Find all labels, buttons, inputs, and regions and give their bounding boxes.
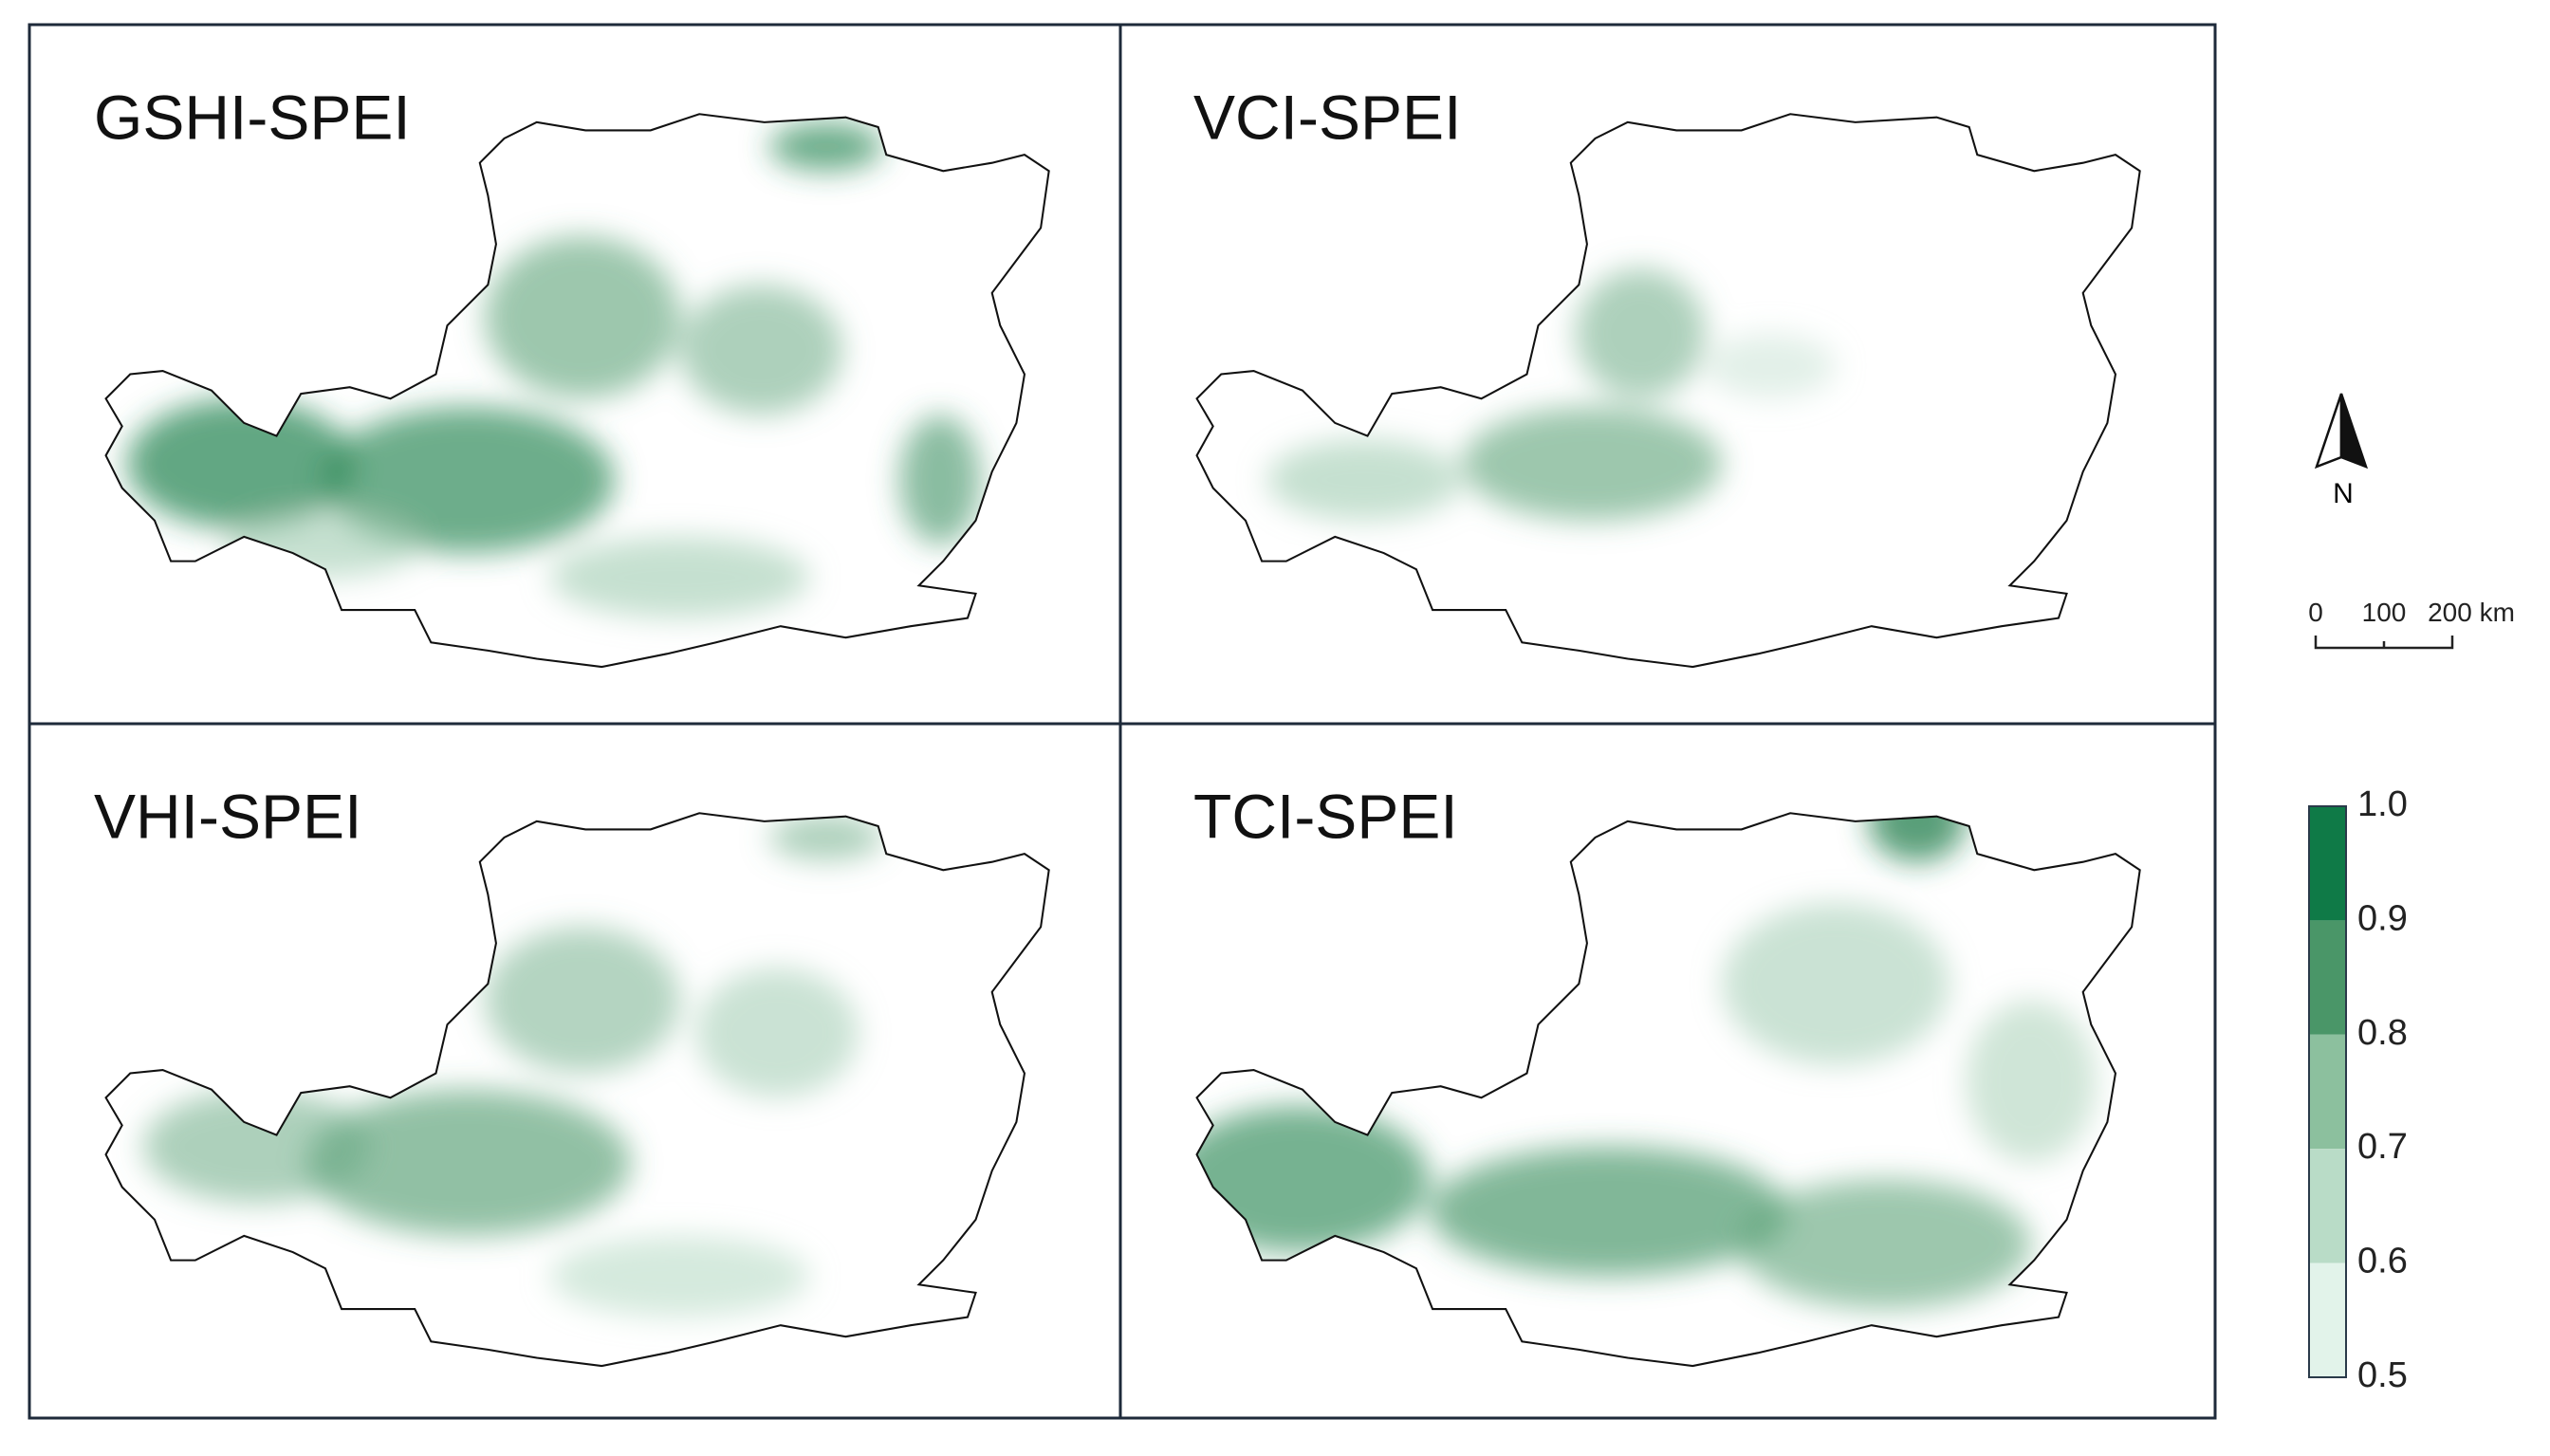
legend: 1.0 0.9 0.8 0.7 0.6 0.5 (2308, 784, 2408, 1395)
scale-label: 0 (2308, 598, 2323, 627)
legend-label: 0.9 (2357, 898, 2408, 938)
map-tci (1195, 812, 2141, 1368)
legend-border (2308, 805, 2347, 1378)
legend-swatch (2309, 1262, 2346, 1377)
north-arrow: N (2314, 393, 2369, 509)
legend-label: 1.0 (2357, 784, 2408, 824)
panel-title: VCI-SPEI (1193, 82, 1461, 152)
panel-title: TCI-SPEI (1193, 781, 1458, 851)
north-label: N (2333, 478, 2354, 509)
panel-title: VHI-SPEI (94, 781, 361, 851)
legend-swatch (2309, 1149, 2346, 1263)
legend-label: 0.6 (2357, 1242, 2408, 1281)
map-gshi (104, 113, 1050, 669)
frame (28, 23, 2217, 1420)
panel-title: GSHI-SPEI (94, 82, 411, 152)
legend-swatch (2309, 1034, 2346, 1150)
map-vhi (104, 812, 1050, 1368)
legend-swatch (2309, 920, 2346, 1035)
scale-bar: 0 100 200 km (2308, 598, 2515, 650)
legend-label: 0.8 (2357, 1013, 2408, 1053)
scale-label: 100 (2362, 598, 2407, 627)
legend-swatch (2309, 806, 2346, 921)
map-vci (1195, 113, 2141, 669)
legend-label: 0.7 (2357, 1127, 2408, 1167)
scale-label: 200 km (2428, 598, 2515, 627)
legend-label: 0.5 (2357, 1355, 2408, 1395)
